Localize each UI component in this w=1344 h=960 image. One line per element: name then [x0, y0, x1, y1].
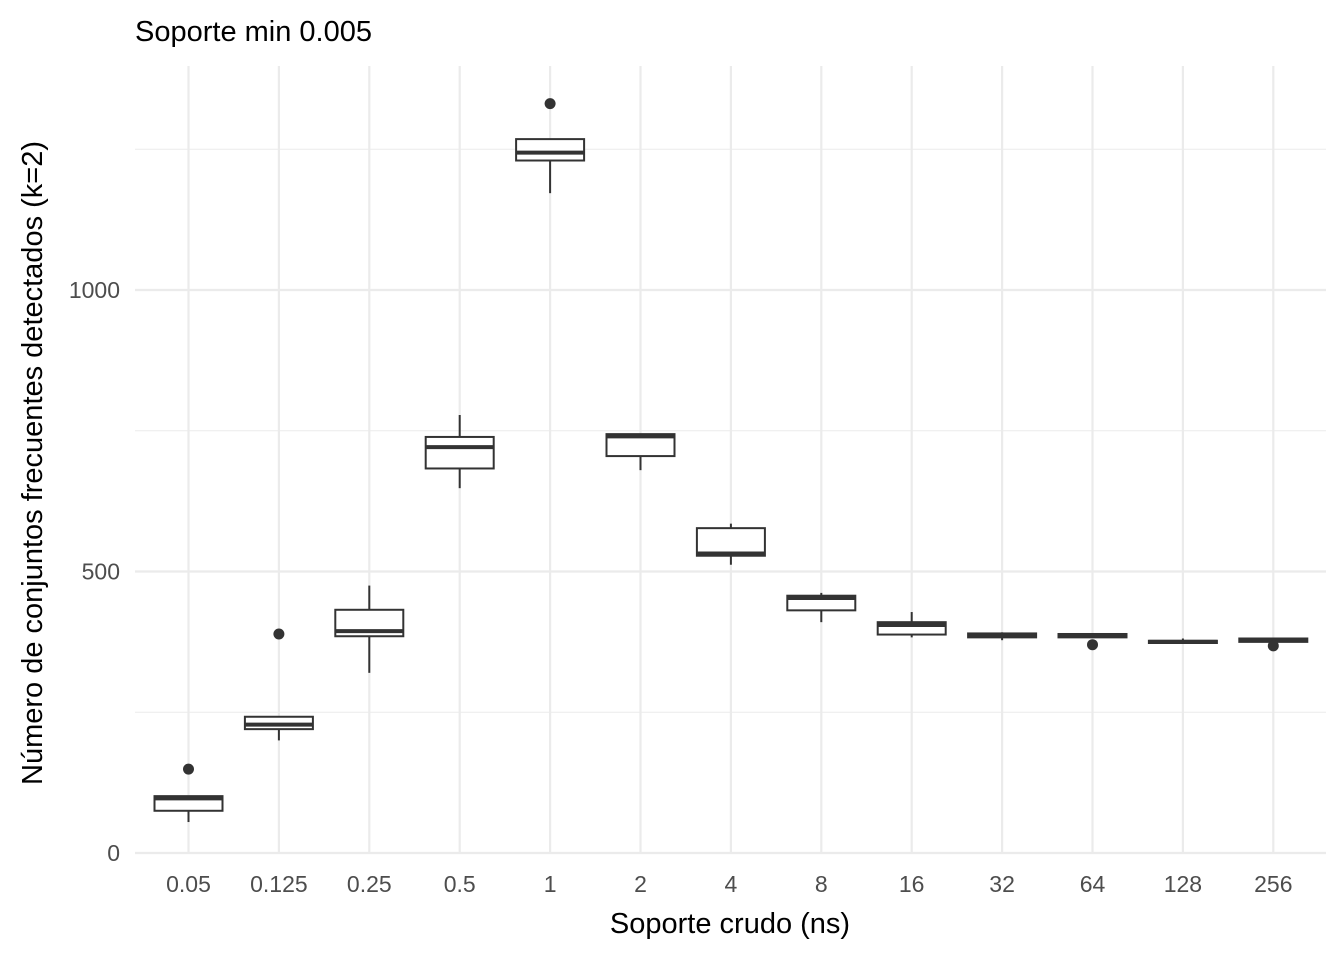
- x-tick-label: 16: [899, 871, 925, 897]
- x-tick-label: 0.25: [347, 871, 392, 897]
- box-0.125: [243, 628, 314, 741]
- box-8: [786, 592, 857, 623]
- x-tick-label: 0.05: [166, 871, 211, 897]
- x-tick-label: 32: [989, 871, 1015, 897]
- box-0.05: [153, 763, 224, 823]
- x-tick-label: 4: [725, 871, 738, 897]
- box-256: [1238, 637, 1309, 652]
- box-16: [876, 612, 947, 638]
- y-axis-ticks: 0 500 1000: [69, 277, 120, 866]
- box-iqr: [424, 435, 495, 470]
- y-tick-label: 0: [107, 840, 120, 866]
- outlier-point: [544, 98, 556, 110]
- x-tick-label: 0.125: [250, 871, 308, 897]
- box-1: [515, 98, 586, 194]
- box-128: [1147, 638, 1218, 645]
- y-axis-title: Número de conjuntos frecuentes detectado…: [17, 141, 49, 785]
- box-0.5: [424, 414, 495, 489]
- x-tick-label: 0.5: [444, 871, 476, 897]
- outlier-point: [1087, 639, 1098, 651]
- x-tick-label: 128: [1164, 871, 1202, 897]
- box-iqr: [515, 138, 586, 162]
- x-axis-ticks: 0.05 0.125 0.25 0.5 1 2 4 8 16 32 64 128 256: [166, 871, 1292, 897]
- y-tick-label: 1000: [69, 277, 120, 303]
- x-tick-label: 256: [1254, 871, 1292, 897]
- box-0.25: [334, 585, 405, 673]
- outlier-point: [183, 763, 194, 775]
- x-tick-label: 8: [815, 871, 828, 897]
- outlier-point: [1267, 640, 1279, 652]
- box-32: [967, 632, 1038, 641]
- chart-title: Soporte min 0.005: [135, 16, 372, 48]
- x-axis-title: Soporte crudo (ns): [610, 908, 850, 940]
- box-64: [1057, 632, 1128, 651]
- grid: [135, 66, 1326, 855]
- x-tick-label: 2: [634, 871, 647, 897]
- y-tick-label: 500: [82, 559, 120, 585]
- box-4: [695, 523, 766, 565]
- outlier-point: [273, 628, 285, 640]
- boxes: [153, 98, 1309, 823]
- x-tick-label: 1: [544, 871, 557, 897]
- box-iqr: [605, 433, 676, 458]
- box-iqr: [695, 527, 766, 557]
- x-tick-label: 64: [1080, 871, 1106, 897]
- box-2: [605, 433, 676, 471]
